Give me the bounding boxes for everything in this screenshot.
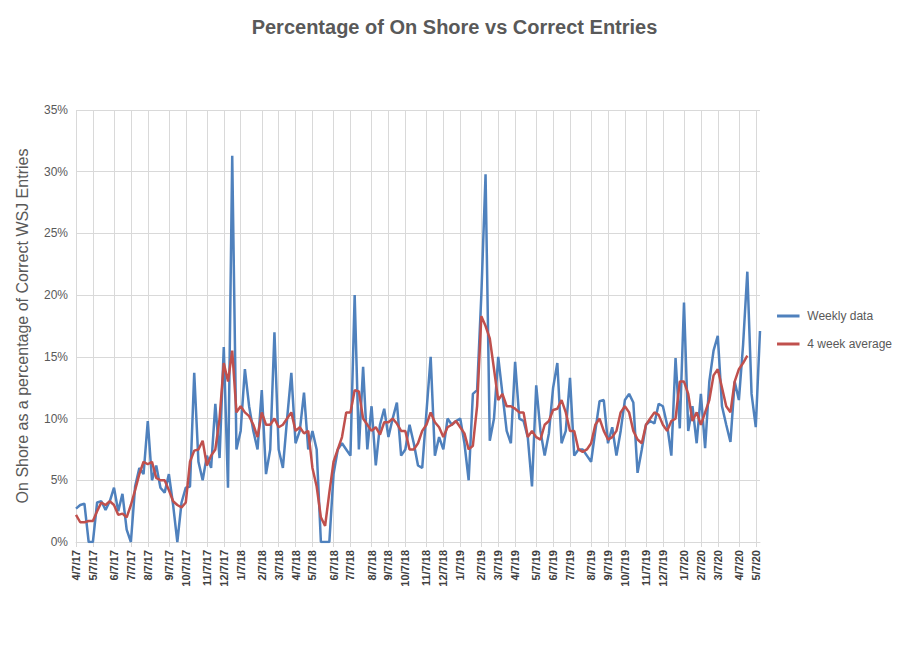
svg-text:4/7/17: 4/7/17 — [70, 550, 82, 581]
svg-text:4/7/18: 4/7/18 — [290, 550, 302, 581]
svg-text:10%: 10% — [44, 412, 68, 426]
svg-text:4 week average: 4 week average — [807, 337, 892, 351]
svg-text:3/7/20: 3/7/20 — [712, 550, 724, 581]
svg-text:12/7/18: 12/7/18 — [437, 550, 449, 587]
svg-text:6/7/19: 6/7/19 — [547, 550, 559, 581]
svg-text:10/7/19: 10/7/19 — [619, 550, 631, 587]
svg-text:0%: 0% — [51, 535, 69, 549]
svg-text:5/7/20: 5/7/20 — [750, 550, 762, 581]
svg-text:11/7/18: 11/7/18 — [420, 550, 432, 586]
svg-text:9/7/18: 9/7/18 — [382, 550, 394, 581]
svg-text:3/7/19: 3/7/19 — [492, 550, 504, 581]
svg-text:8/7/19: 8/7/19 — [585, 550, 597, 581]
svg-text:11/7/19: 11/7/19 — [640, 550, 652, 586]
svg-text:30%: 30% — [44, 165, 68, 179]
svg-text:8/7/18: 8/7/18 — [366, 550, 378, 581]
svg-text:6/7/18: 6/7/18 — [328, 550, 340, 581]
svg-text:6/7/17: 6/7/17 — [108, 550, 120, 581]
svg-text:Percentage of On Shore vs Corr: Percentage of On Shore vs Correct Entrie… — [252, 16, 658, 38]
svg-text:35%: 35% — [44, 103, 68, 117]
svg-text:5%: 5% — [51, 473, 69, 487]
svg-text:2/7/19: 2/7/19 — [475, 550, 487, 581]
svg-text:9/7/17: 9/7/17 — [163, 550, 175, 581]
svg-text:2/7/18: 2/7/18 — [256, 550, 268, 581]
svg-text:4/7/19: 4/7/19 — [509, 550, 521, 581]
svg-text:5/7/19: 5/7/19 — [530, 550, 542, 581]
svg-text:9/7/19: 9/7/19 — [602, 550, 614, 581]
svg-text:1/7/18: 1/7/18 — [235, 550, 247, 581]
svg-text:10/7/17: 10/7/17 — [180, 550, 192, 587]
svg-text:3/7/18: 3/7/18 — [273, 550, 285, 581]
svg-text:On Shore as a percentage of Co: On Shore as a percentage of Correct WSJ … — [14, 149, 31, 504]
svg-text:25%: 25% — [44, 226, 68, 240]
svg-text:20%: 20% — [44, 288, 68, 302]
svg-text:10/7/18: 10/7/18 — [399, 550, 411, 587]
svg-text:11/7/17: 11/7/17 — [201, 550, 213, 586]
svg-text:5/7/18: 5/7/18 — [306, 550, 318, 581]
svg-text:12/7/17: 12/7/17 — [218, 550, 230, 587]
svg-text:7/7/17: 7/7/17 — [125, 550, 137, 581]
svg-text:Weekly data: Weekly data — [807, 309, 873, 323]
svg-text:15%: 15% — [44, 350, 68, 364]
svg-text:5/7/17: 5/7/17 — [87, 550, 99, 581]
svg-text:1/7/20: 1/7/20 — [678, 550, 690, 581]
svg-text:12/7/19: 12/7/19 — [657, 550, 669, 587]
svg-text:8/7/17: 8/7/17 — [142, 550, 154, 581]
svg-text:7/7/18: 7/7/18 — [344, 550, 356, 581]
svg-text:7/7/19: 7/7/19 — [564, 550, 576, 581]
svg-text:2/7/20: 2/7/20 — [695, 550, 707, 581]
svg-text:4/7/20: 4/7/20 — [733, 550, 745, 581]
svg-text:1/7/19: 1/7/19 — [454, 550, 466, 581]
